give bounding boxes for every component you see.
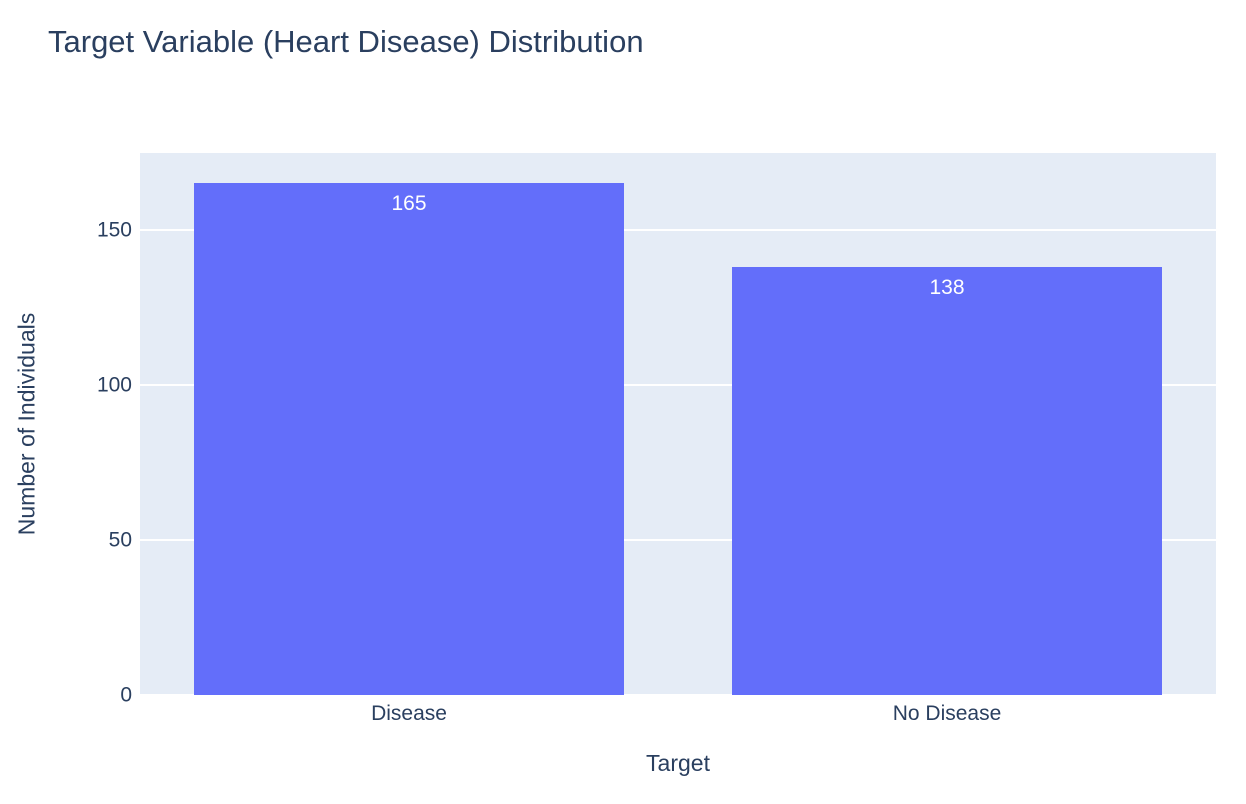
bar-value-label: 138 bbox=[929, 276, 965, 300]
bar-disease[interactable]: 165 bbox=[193, 183, 625, 695]
gridline-y-100 bbox=[140, 383, 1216, 386]
y-axis-title: Number of Individuals bbox=[13, 312, 40, 536]
gridline-y-150 bbox=[140, 228, 1216, 231]
plot-area[interactable]: 165 138 bbox=[140, 153, 1216, 696]
gridline-y-50 bbox=[140, 538, 1216, 541]
bar-value-label: 165 bbox=[391, 192, 427, 216]
chart-title: Target Variable (Heart Disease) Distribu… bbox=[48, 24, 644, 59]
y-tick-label-50: 50 bbox=[108, 528, 132, 552]
y-tick-label-0: 0 bbox=[120, 683, 132, 707]
x-tick-label-disease: Disease bbox=[371, 702, 447, 725]
y-tick-label-150: 150 bbox=[96, 218, 132, 242]
x-axis-title: Target bbox=[646, 750, 710, 776]
y-tick-label-100: 100 bbox=[96, 373, 132, 397]
gridline-y-0 bbox=[140, 694, 1216, 696]
bar-no-disease[interactable]: 138 bbox=[731, 267, 1163, 695]
x-tick-label-no-disease: No Disease bbox=[892, 702, 1002, 725]
